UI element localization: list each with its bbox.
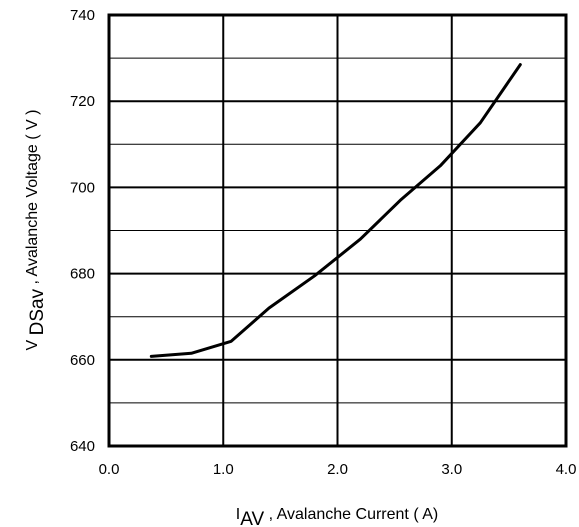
x-tick-label: 4.0 [556,461,577,478]
y-tick-label: 660 [70,352,95,369]
y-tick-label: 700 [70,179,95,196]
x-tick-label: 2.0 [327,461,348,478]
x-axis-label-prefix: I [236,506,240,523]
x-tick-labels: 0.0 1.0 2.0 3.0 4.0 [99,461,577,478]
x-axis-label-text: , Avalanche Current ( A) [264,506,438,523]
series-line [149,63,522,358]
x-tick-label: 3.0 [441,461,462,478]
y-axis-label: V DSav , Avalanche Voltage ( V ) [24,110,48,351]
x-axis-label-subscript: AV [240,509,264,527]
y-tick-label: 640 [70,438,95,455]
x-tick-label: 1.0 [213,461,234,478]
y-tick-label: 720 [70,93,95,110]
y-tick-labels: 640 660 680 700 720 740 [70,7,95,455]
y-axis-label-subscript: DSav [27,288,48,335]
y-tick-label: 680 [70,266,95,283]
plot-frame [107,13,568,448]
x-axis-label: IAV , Avalanche Current ( A) [236,506,438,527]
x-tick-label: 0.0 [99,461,120,478]
y-axis-label-text: , Avalanche Voltage ( V ) [24,110,41,289]
y-tick-label: 740 [70,7,95,24]
y-axis-label-prefix: V [24,335,41,350]
grid [109,15,566,446]
